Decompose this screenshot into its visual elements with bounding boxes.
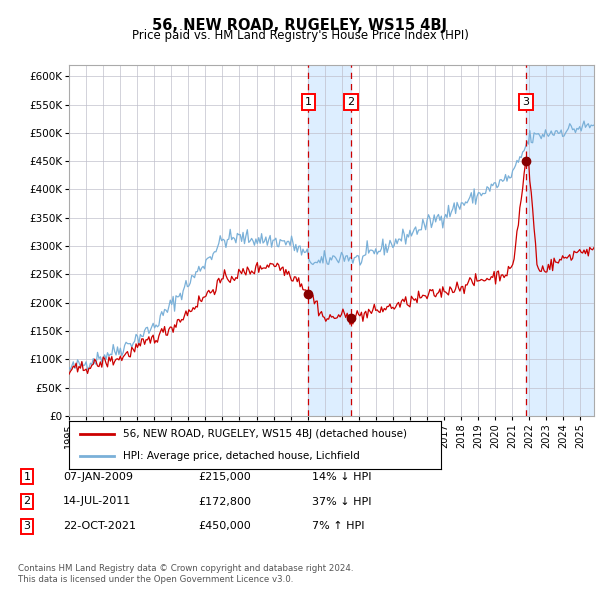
Text: Price paid vs. HM Land Registry's House Price Index (HPI): Price paid vs. HM Land Registry's House …	[131, 30, 469, 42]
Text: This data is licensed under the Open Government Licence v3.0.: This data is licensed under the Open Gov…	[18, 575, 293, 584]
Text: 2: 2	[347, 97, 355, 107]
Bar	[308, 65, 351, 416]
Text: HPI: Average price, detached house, Lichfield: HPI: Average price, detached house, Lich…	[123, 451, 359, 461]
Text: 1: 1	[23, 472, 31, 481]
Text: Contains HM Land Registry data © Crown copyright and database right 2024.: Contains HM Land Registry data © Crown c…	[18, 565, 353, 573]
Text: 07-JAN-2009: 07-JAN-2009	[63, 472, 133, 481]
Text: £450,000: £450,000	[198, 522, 251, 531]
Text: 56, NEW ROAD, RUGELEY, WS15 4BJ: 56, NEW ROAD, RUGELEY, WS15 4BJ	[152, 18, 448, 32]
Text: 2: 2	[23, 497, 31, 506]
Bar	[526, 65, 594, 416]
Text: 14% ↓ HPI: 14% ↓ HPI	[312, 472, 371, 481]
Text: 37% ↓ HPI: 37% ↓ HPI	[312, 497, 371, 506]
Text: £172,800: £172,800	[198, 497, 251, 506]
Text: 1: 1	[305, 97, 311, 107]
Text: 7% ↑ HPI: 7% ↑ HPI	[312, 522, 365, 531]
Text: 3: 3	[523, 97, 529, 107]
Text: 22-OCT-2021: 22-OCT-2021	[63, 522, 136, 531]
Text: 14-JUL-2011: 14-JUL-2011	[63, 497, 131, 506]
Text: £215,000: £215,000	[198, 472, 251, 481]
Text: 3: 3	[23, 522, 31, 531]
Text: 56, NEW ROAD, RUGELEY, WS15 4BJ (detached house): 56, NEW ROAD, RUGELEY, WS15 4BJ (detache…	[123, 429, 407, 439]
